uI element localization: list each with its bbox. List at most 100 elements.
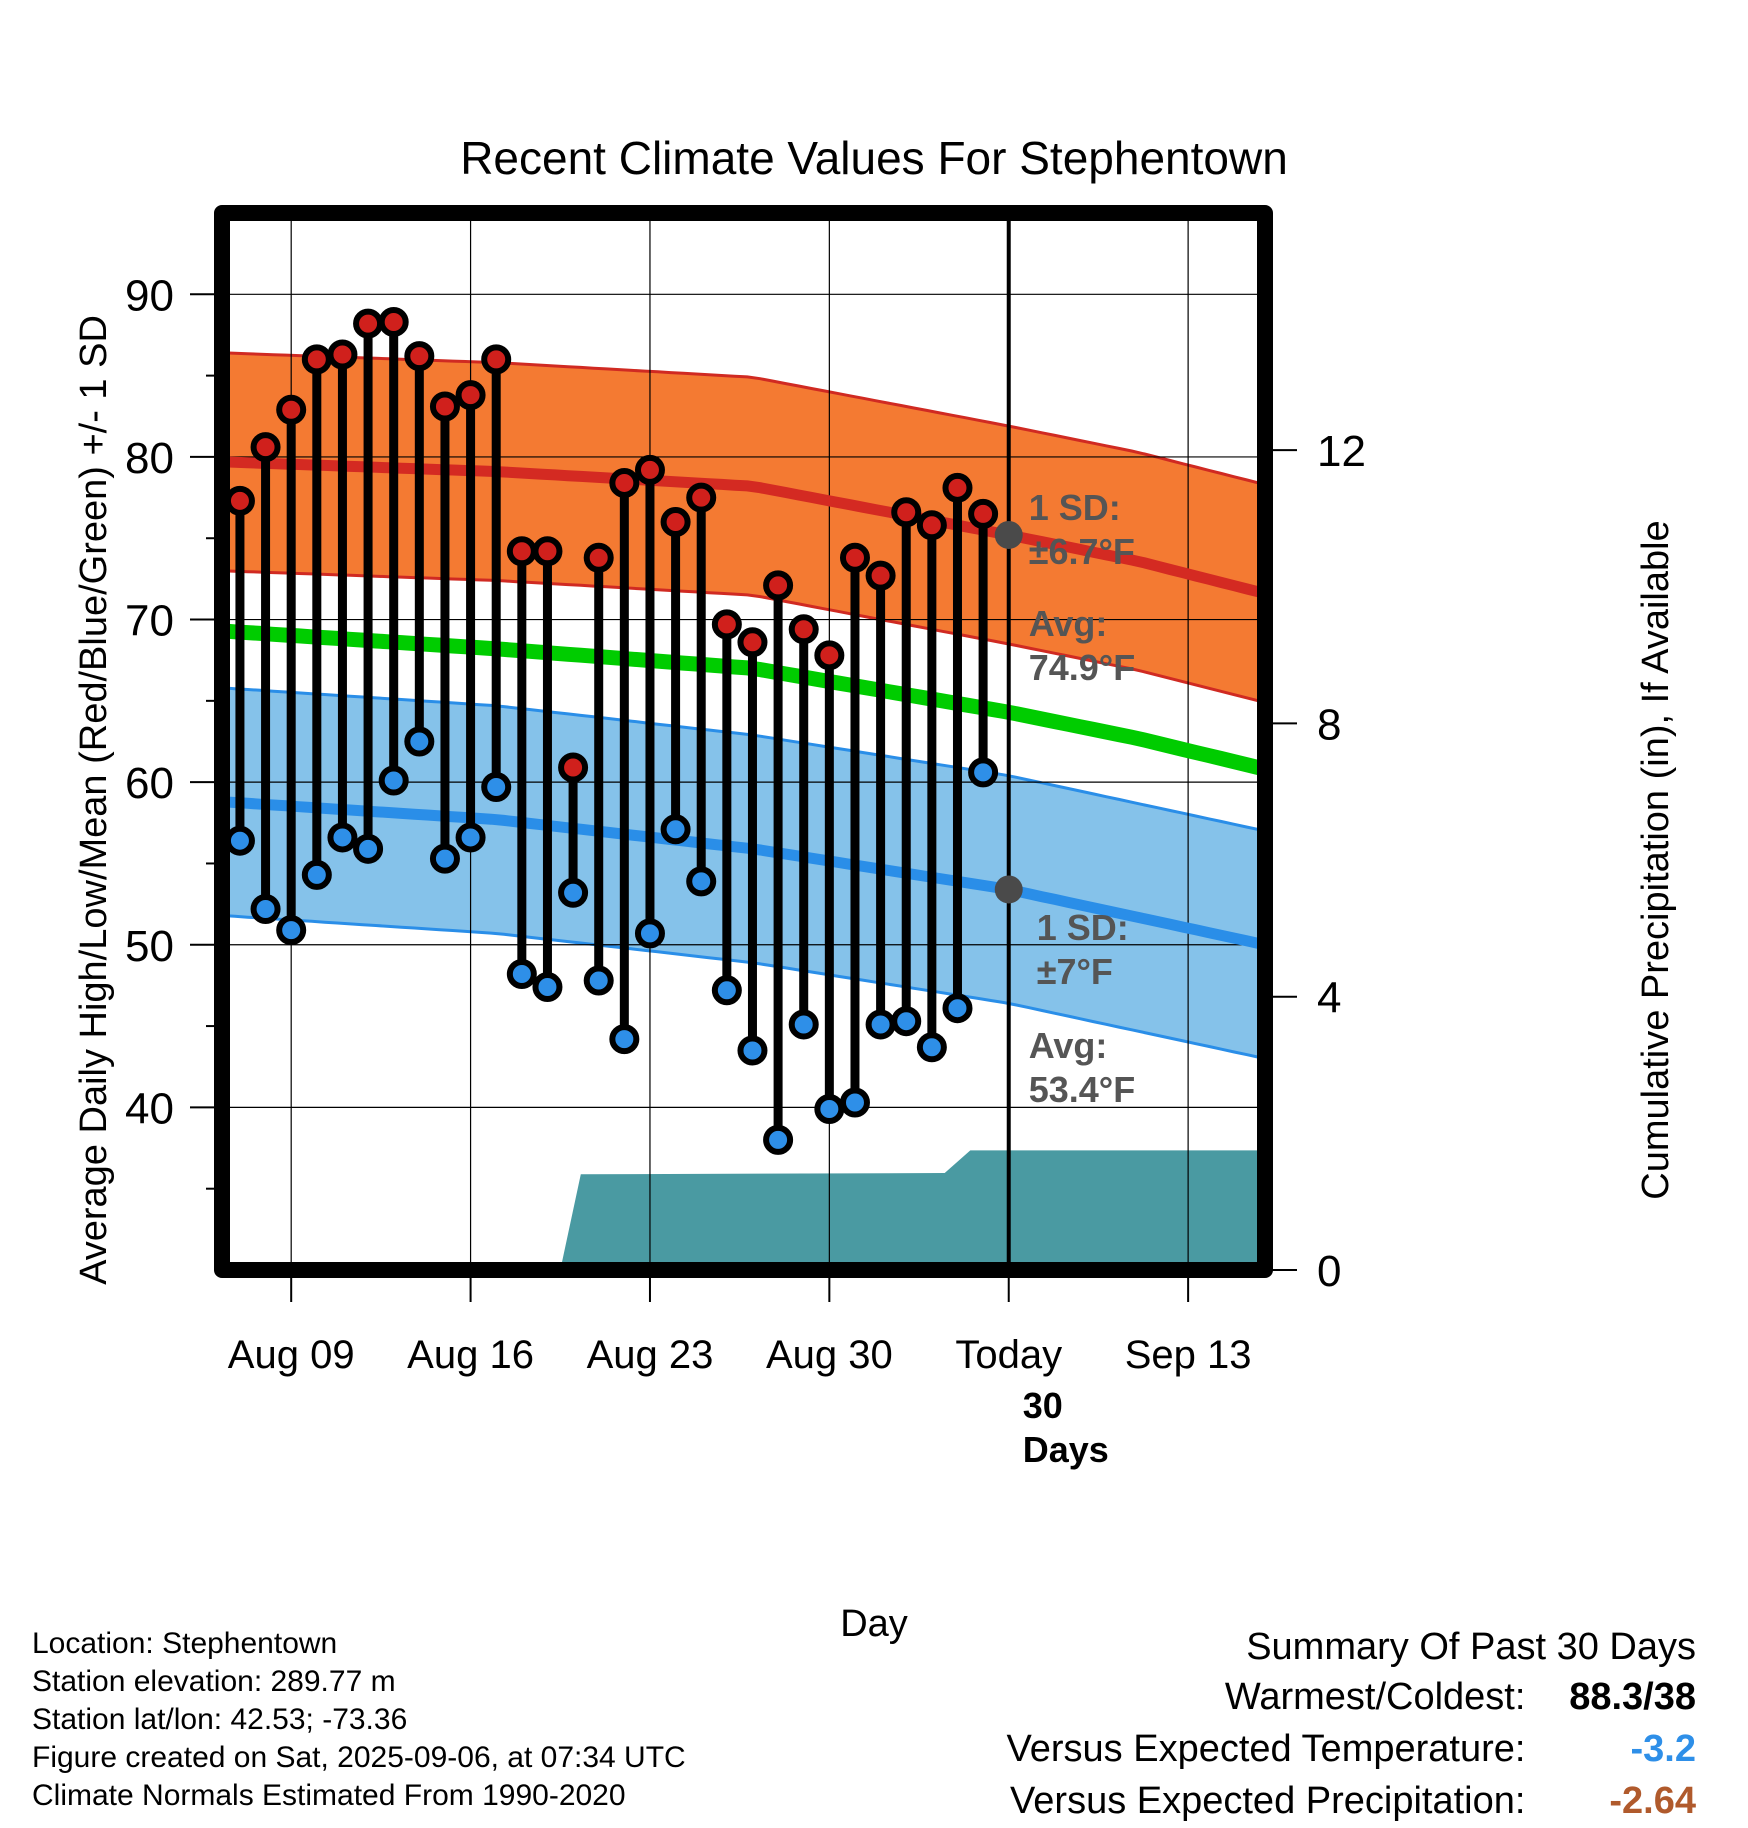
normal-low-line bbox=[222, 796, 1262, 950]
y-tick-label-right: 0 bbox=[1317, 1247, 1341, 1296]
daily-low-marker bbox=[506, 959, 537, 990]
precip-window-label-days: Days bbox=[1023, 1429, 1109, 1470]
high-sd-label: 1 SD: bbox=[1029, 487, 1121, 528]
x-tick-label: Aug 23 bbox=[587, 1333, 714, 1377]
daily-low-marker bbox=[429, 843, 460, 874]
low-sd-label: 1 SD: bbox=[1037, 907, 1129, 948]
daily-high-marker bbox=[558, 752, 589, 783]
daily-low-marker bbox=[353, 833, 384, 864]
low-band-lower-edge bbox=[222, 914, 1261, 1059]
y-axis-right-label: Cumulative Precipitation (in), If Availa… bbox=[1635, 520, 1677, 1199]
high-avg-label: Avg: bbox=[1029, 603, 1108, 644]
daily-high-marker bbox=[481, 344, 512, 375]
precip-departure-label: Versus Expected Precipitation: bbox=[1010, 1780, 1526, 1822]
y-tick-label-right: 8 bbox=[1317, 700, 1341, 749]
daily-low-marker bbox=[301, 859, 332, 890]
station-info: Location: Stephentown Station elevation:… bbox=[32, 1625, 686, 1815]
daily-high-marker bbox=[404, 341, 435, 372]
summary-warmest-row: Warmest/Coldest: 88.3/38 bbox=[1007, 1671, 1696, 1723]
summary-precip-row: Versus Expected Precipitation: -2.64 bbox=[1007, 1775, 1696, 1827]
x-axis-label: Day bbox=[840, 1603, 908, 1645]
daily-low-marker bbox=[481, 772, 512, 803]
created-text: Figure created on Sat, 2025-09-06, at 07… bbox=[32, 1741, 686, 1774]
low-avg-value: 53.4°F bbox=[1029, 1069, 1135, 1110]
daily-low-marker bbox=[891, 1006, 922, 1037]
precip-window-label: 30 bbox=[1023, 1385, 1063, 1426]
daily-high-marker bbox=[250, 432, 281, 463]
daily-high-marker bbox=[455, 380, 486, 411]
y-tick-label-left: 80 bbox=[125, 434, 174, 483]
latlon-text: Station lat/lon: 42.53; -73.36 bbox=[32, 1703, 408, 1736]
daily-low-marker bbox=[250, 893, 281, 924]
daily-low-marker bbox=[455, 822, 486, 853]
daily-low-marker bbox=[865, 1009, 896, 1040]
daily-high-marker bbox=[660, 506, 691, 537]
daily-low-marker bbox=[814, 1094, 845, 1125]
daily-high-marker bbox=[276, 394, 307, 425]
daily-low-marker bbox=[558, 877, 589, 908]
daily-high-marker bbox=[942, 472, 973, 503]
warmest-value: 88.3/38 bbox=[1569, 1676, 1696, 1718]
daily-high-marker bbox=[839, 542, 870, 573]
low-avg-dot bbox=[994, 875, 1023, 904]
high-sd-value: ±6.7°F bbox=[1029, 531, 1135, 572]
daily-low-marker bbox=[327, 822, 358, 853]
x-tick-label: Aug 30 bbox=[766, 1333, 893, 1377]
daily-low-marker bbox=[609, 1024, 640, 1055]
daily-high-marker bbox=[224, 485, 255, 516]
y-axis-left-label: Average Daily High/Low/Mean (Red/Blue/Gr… bbox=[73, 315, 115, 1285]
daily-low-marker bbox=[711, 975, 742, 1006]
daily-high-marker bbox=[891, 497, 922, 528]
daily-low-marker bbox=[916, 1032, 947, 1063]
summary-temp-row: Versus Expected Temperature: -3.2 bbox=[1007, 1723, 1696, 1775]
daily-low-marker bbox=[839, 1087, 870, 1118]
daily-high-marker bbox=[968, 498, 999, 529]
plot-frame bbox=[214, 205, 1273, 1278]
daily-low-marker bbox=[276, 915, 307, 946]
daily-low-marker bbox=[404, 726, 435, 757]
y-tick-label-left: 40 bbox=[125, 1084, 174, 1133]
daily-low-marker bbox=[583, 965, 614, 996]
y-tick-label-left: 60 bbox=[125, 759, 174, 808]
location-text: Location: Stephentown bbox=[32, 1627, 338, 1660]
daily-high-marker bbox=[353, 308, 384, 339]
daily-low-marker bbox=[378, 765, 409, 796]
daily-high-marker bbox=[609, 467, 640, 498]
daily-high-marker bbox=[327, 339, 358, 370]
summary-panel: Summary Of Past 30 Days Warmest/Coldest:… bbox=[1007, 1623, 1696, 1827]
precip-departure-value: -2.64 bbox=[1609, 1780, 1696, 1822]
daily-low-marker bbox=[788, 1009, 819, 1040]
daily-high-marker bbox=[634, 454, 665, 485]
precip-cumulative-area bbox=[222, 1150, 1265, 1270]
daily-low-marker bbox=[942, 993, 973, 1024]
normals-text: Climate Normals Estimated From 1990-2020 bbox=[32, 1779, 626, 1812]
low-avg-label: Avg: bbox=[1029, 1025, 1108, 1066]
daily-high-marker bbox=[788, 614, 819, 645]
x-tick-label: Aug 16 bbox=[407, 1333, 534, 1377]
daily-high-marker bbox=[737, 627, 768, 658]
daily-low-marker bbox=[660, 814, 691, 845]
daily-high-marker bbox=[378, 306, 409, 337]
daily-high-marker bbox=[429, 391, 460, 422]
high-sd-band bbox=[222, 352, 1260, 702]
y-tick-label-left: 50 bbox=[125, 922, 174, 971]
y-tick-label-right: 4 bbox=[1317, 974, 1341, 1023]
x-tick-label: Sep 13 bbox=[1125, 1333, 1252, 1377]
daily-low-marker bbox=[634, 918, 665, 949]
x-tick-label: Aug 09 bbox=[228, 1333, 355, 1377]
daily-high-marker bbox=[865, 560, 896, 591]
daily-high-marker bbox=[583, 542, 614, 573]
y-tick-label-left: 70 bbox=[125, 597, 174, 646]
daily-high-marker bbox=[686, 482, 717, 513]
daily-high-marker bbox=[711, 609, 742, 640]
daily-low-marker bbox=[224, 825, 255, 856]
high-avg-value: 74.9°F bbox=[1029, 647, 1135, 688]
chart-title: Recent Climate Values For Stephentown bbox=[460, 132, 1288, 184]
high-avg-dot bbox=[994, 520, 1023, 549]
x-tick-label: Today bbox=[955, 1333, 1062, 1377]
daily-high-marker bbox=[532, 536, 563, 567]
temp-departure-value: -3.2 bbox=[1630, 1728, 1696, 1770]
daily-high-marker bbox=[916, 510, 947, 541]
